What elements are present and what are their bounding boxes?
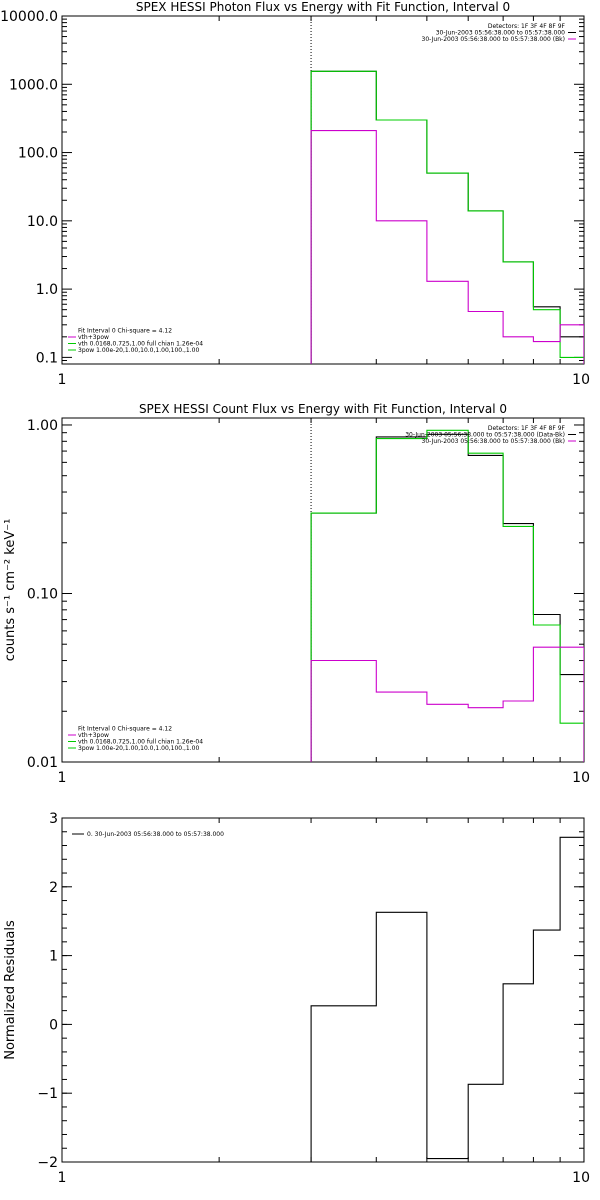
y-tick-label: 10000.0 <box>0 9 58 25</box>
series-2-histogram <box>310 130 584 364</box>
y-tick-label: 1000.0 <box>9 77 58 93</box>
photon-flux-panel: SPEX HESSI Photon Flux vs Energy with Fi… <box>0 0 590 388</box>
y-tick-label: 0.01 <box>27 755 58 771</box>
y-axis-label: Normalized Residuals <box>3 920 18 1060</box>
count-flux-panel: SPEX HESSI Count Flux vs Energy with Fit… <box>3 402 590 786</box>
x-tick-label: 1 <box>58 1170 67 1186</box>
plot-frame <box>61 817 585 1163</box>
legend-entry: vth+3pow <box>78 334 109 341</box>
legend-entry: 30-Jun-2003 05:56:38.000 to 05:57:38.000 <box>436 30 565 37</box>
x-tick-label: 10 <box>572 372 590 388</box>
y-tick-label: −2 <box>37 1155 58 1171</box>
series-0-histogram <box>310 836 584 1162</box>
legend-entry: 30-Jun-2003 05:56:38.000 to 05:57:38.000… <box>422 36 565 43</box>
series-0-histogram <box>310 70 584 364</box>
legend-entry: 3pow 1.00e-20,1.00,10.0,1.00,100.,1.00 <box>78 745 199 752</box>
x-tick-label: 10 <box>572 770 590 786</box>
chart-title: SPEX HESSI Count Flux vs Energy with Fit… <box>139 402 507 416</box>
x-tick-label: 10 <box>572 1170 590 1186</box>
y-tick-label: 0 <box>49 1017 58 1033</box>
plot-frame <box>61 15 585 365</box>
y-tick-label: 1 <box>49 949 58 965</box>
legend-entry: 3pow 1.00e-20,1.00,10.0,1.00,100.,1.00 <box>78 347 199 354</box>
legend-entry: vth 0.0168,0.725,1.00 full chian 1.26e-0… <box>78 739 203 746</box>
y-tick-label: 1.00 <box>27 418 58 434</box>
x-tick-label: 1 <box>58 372 67 388</box>
legend-entry: Fit Interval 0 Chi-square = 4.12 <box>78 726 172 733</box>
series-2-histogram <box>310 646 584 762</box>
x-tick-label: 1 <box>58 770 67 786</box>
y-tick-label: 10.0 <box>27 214 58 230</box>
legend-entry: Detectors: 1F 3F 4F 8F 9F <box>488 23 566 30</box>
series-1-histogram <box>310 429 584 762</box>
legend-entry: 0. 30-Jun-2003 05:56:38.000 to 05:57:38.… <box>87 831 224 838</box>
y-tick-label: 0.1 <box>36 350 58 366</box>
legend-entry: Detectors: 1F 3F 4F 8F 9F <box>488 425 566 432</box>
y-tick-label: 100.0 <box>18 146 58 162</box>
legend-entry: 30-Jun-2003 05:56:38.000 to 05:57:38.000… <box>422 438 565 445</box>
y-tick-label: 0.10 <box>27 586 58 602</box>
y-tick-label: 3 <box>49 811 58 827</box>
series-1-histogram <box>310 70 584 364</box>
legend-entry: vth+3pow <box>78 732 109 739</box>
y-tick-label: 2 <box>49 880 58 896</box>
residuals-panel: 1 10 −2 −1 0 1 2 3 Normalized Residuals 0. 30-Jun… <box>3 811 590 1186</box>
legend-entry: vth 0.0168,0.725,1.00 full chian 1.26e-0… <box>78 341 203 348</box>
y-axis-label: counts s⁻¹ cm⁻² keV⁻¹ <box>3 519 18 662</box>
y-tick-label: 1.0 <box>36 282 58 298</box>
series-0-histogram <box>310 433 584 762</box>
chart-title: SPEX HESSI Photon Flux vs Energy with Fi… <box>136 0 510 14</box>
legend-entry: Fit Interval 0 Chi-square = 4.12 <box>78 328 172 335</box>
plot-frame <box>61 417 585 763</box>
y-tick-label: −1 <box>37 1086 58 1102</box>
legend-entry: 30-Jun-2003 05:56:38.000 to 05:57:38.000… <box>405 432 565 439</box>
